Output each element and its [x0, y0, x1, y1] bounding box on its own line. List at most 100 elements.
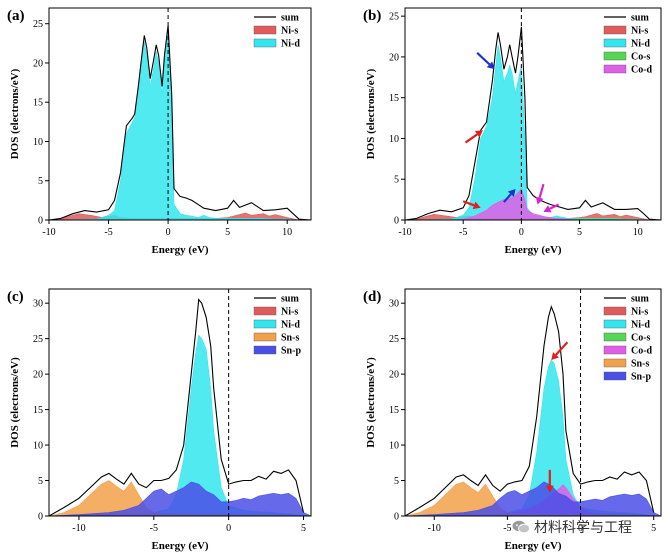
x-tick-label: -10: [398, 227, 411, 238]
y-tick-label: 25: [33, 334, 43, 345]
legend-item-sum: sum: [604, 13, 649, 24]
x-tick-label: 10: [282, 227, 292, 238]
y-tick-label: 20: [389, 52, 399, 63]
y-tick-label: 5: [38, 476, 43, 487]
x-axis-label: Energy (eV): [151, 244, 208, 256]
y-tick-label: 0: [38, 216, 43, 227]
legend: sum Ni-s Ni-d Co-s Co-d Sn-s Sn-p: [603, 294, 653, 383]
x-tick-label: -10: [428, 523, 441, 534]
legend-item-ni-d: Ni-d: [253, 320, 300, 331]
legend-label: Sn-p: [281, 346, 301, 357]
x-axis-label: Energy (eV): [504, 244, 561, 256]
legend-label: Ni-d: [281, 39, 300, 50]
legend-label: sum: [631, 13, 649, 24]
legend-item-sn-p: Sn-p: [253, 346, 301, 357]
legend-item-sum: sum: [254, 294, 299, 305]
legend-label: Sn-s: [281, 333, 299, 344]
panel-c: -10 -5 0 5 0 5 10 15 20 25 30 Energy (eV) DOS (elect…: [7, 288, 312, 552]
x-tick-label: -5: [104, 227, 112, 238]
y-tick-label: 10: [389, 134, 399, 145]
series-sn-p-area: [49, 481, 311, 516]
panel-label: (b): [363, 8, 381, 24]
legend-label: Co-d: [631, 65, 653, 76]
y-tick-label: 10: [33, 137, 43, 148]
legend-label: Ni-d: [631, 320, 650, 331]
x-tick-label: -10: [42, 227, 55, 238]
x-tick-label: 10: [633, 227, 643, 238]
legend-item-ni-s: Ni-s: [603, 307, 648, 318]
y-tick-label: 0: [38, 512, 43, 523]
y-tick-label: 10: [33, 441, 43, 452]
legend-item-ni-s: Ni-s: [253, 26, 298, 37]
legend-item-ni-d: Ni-d: [603, 320, 650, 331]
axes-frame: [48, 7, 312, 221]
x-tick-label: 0: [519, 227, 524, 238]
annotation-arrow: [551, 341, 569, 360]
y-tick-label: 20: [33, 58, 43, 69]
plot-area-a: [49, 25, 311, 220]
legend-item-sum: sum: [254, 13, 299, 24]
panel-a: -10 -5 0 5 10 0 5 10 15 20 25 Energy (eV) DOS (elect…: [7, 7, 312, 256]
y-axis-label: DOS (electrons/eV): [9, 68, 21, 159]
legend-label: Ni-d: [631, 39, 650, 50]
series-sum-line: [49, 25, 311, 220]
watermark: 材料科学与工程: [512, 516, 632, 538]
x-tick-label: -5: [150, 523, 158, 534]
x-tick-label: 5: [301, 523, 306, 534]
annotation-arrow: [545, 469, 554, 493]
y-tick-label: 0: [394, 512, 399, 523]
legend-label: Ni-s: [281, 307, 298, 318]
annotation-arrow: [535, 183, 545, 205]
x-tick-label: -5: [459, 227, 467, 238]
series-sn-p-area: [405, 481, 661, 516]
legend-item-ni-d: Ni-d: [603, 39, 650, 50]
legend-label: Co-s: [631, 52, 651, 63]
legend-item-sn-p: Sn-p: [603, 372, 651, 383]
y-tick-label: 5: [38, 176, 43, 187]
legend-item-sn-s: Sn-s: [253, 333, 299, 344]
y-tick-label: 0: [394, 216, 399, 227]
y-tick-label: 25: [33, 19, 43, 30]
legend-label: Sn-p: [631, 372, 651, 383]
x-axis-label: Energy (eV): [151, 540, 208, 552]
legend-label: sum: [631, 294, 649, 305]
y-tick-label: 15: [33, 405, 43, 416]
legend-label: sum: [281, 294, 299, 305]
x-tick-label: 0: [226, 523, 231, 534]
y-tick-label: 5: [394, 175, 399, 186]
x-tick-label: 0: [578, 523, 583, 534]
legend-item-ni-s: Ni-s: [253, 307, 298, 318]
legend-item-sum: sum: [604, 294, 649, 305]
legend-label: Sn-s: [631, 359, 649, 370]
axes-frame: [404, 7, 662, 221]
y-tick-label: 15: [389, 93, 399, 104]
legend-label: Ni-s: [631, 26, 648, 37]
x-tick-label: 5: [225, 227, 230, 238]
legend-label: Ni-d: [281, 320, 300, 331]
axes-frame: [48, 288, 312, 517]
annotation-arrow: [476, 52, 495, 70]
x-tick-label: 5: [577, 227, 582, 238]
y-tick-label: 30: [33, 299, 43, 310]
annotation-arrow: [543, 203, 560, 213]
series-co-d-area: [405, 188, 661, 220]
legend: sum Ni-s Ni-d Co-s Co-d: [603, 13, 653, 76]
y-tick-label: 20: [33, 370, 43, 381]
y-axis-label: DOS (electrons/eV): [365, 357, 377, 448]
annotation-arrow: [462, 200, 481, 210]
y-tick-label: 5: [394, 476, 399, 487]
y-tick-label: 10: [389, 441, 399, 452]
plot-area-c: [49, 298, 311, 516]
y-tick-label: 25: [389, 334, 399, 345]
legend-label: Co-d: [631, 346, 653, 357]
x-tick-label: 0: [166, 227, 171, 238]
x-axis-label: Energy (eV): [504, 540, 561, 552]
panel-b: -10 -5 0 5 10 0 5 10 15 20 25 Energy (eV) DOS (elect…: [363, 7, 662, 256]
annotation-arrow: [464, 130, 483, 144]
legend: sum Ni-s Ni-d Sn-s Sn-p: [253, 294, 301, 357]
series-sum-line: [405, 304, 655, 516]
panel-label: (a): [7, 8, 25, 24]
y-tick-label: 20: [389, 370, 399, 381]
legend-item-co-s: Co-s: [603, 333, 651, 344]
legend-item-co-d: Co-d: [603, 346, 653, 357]
